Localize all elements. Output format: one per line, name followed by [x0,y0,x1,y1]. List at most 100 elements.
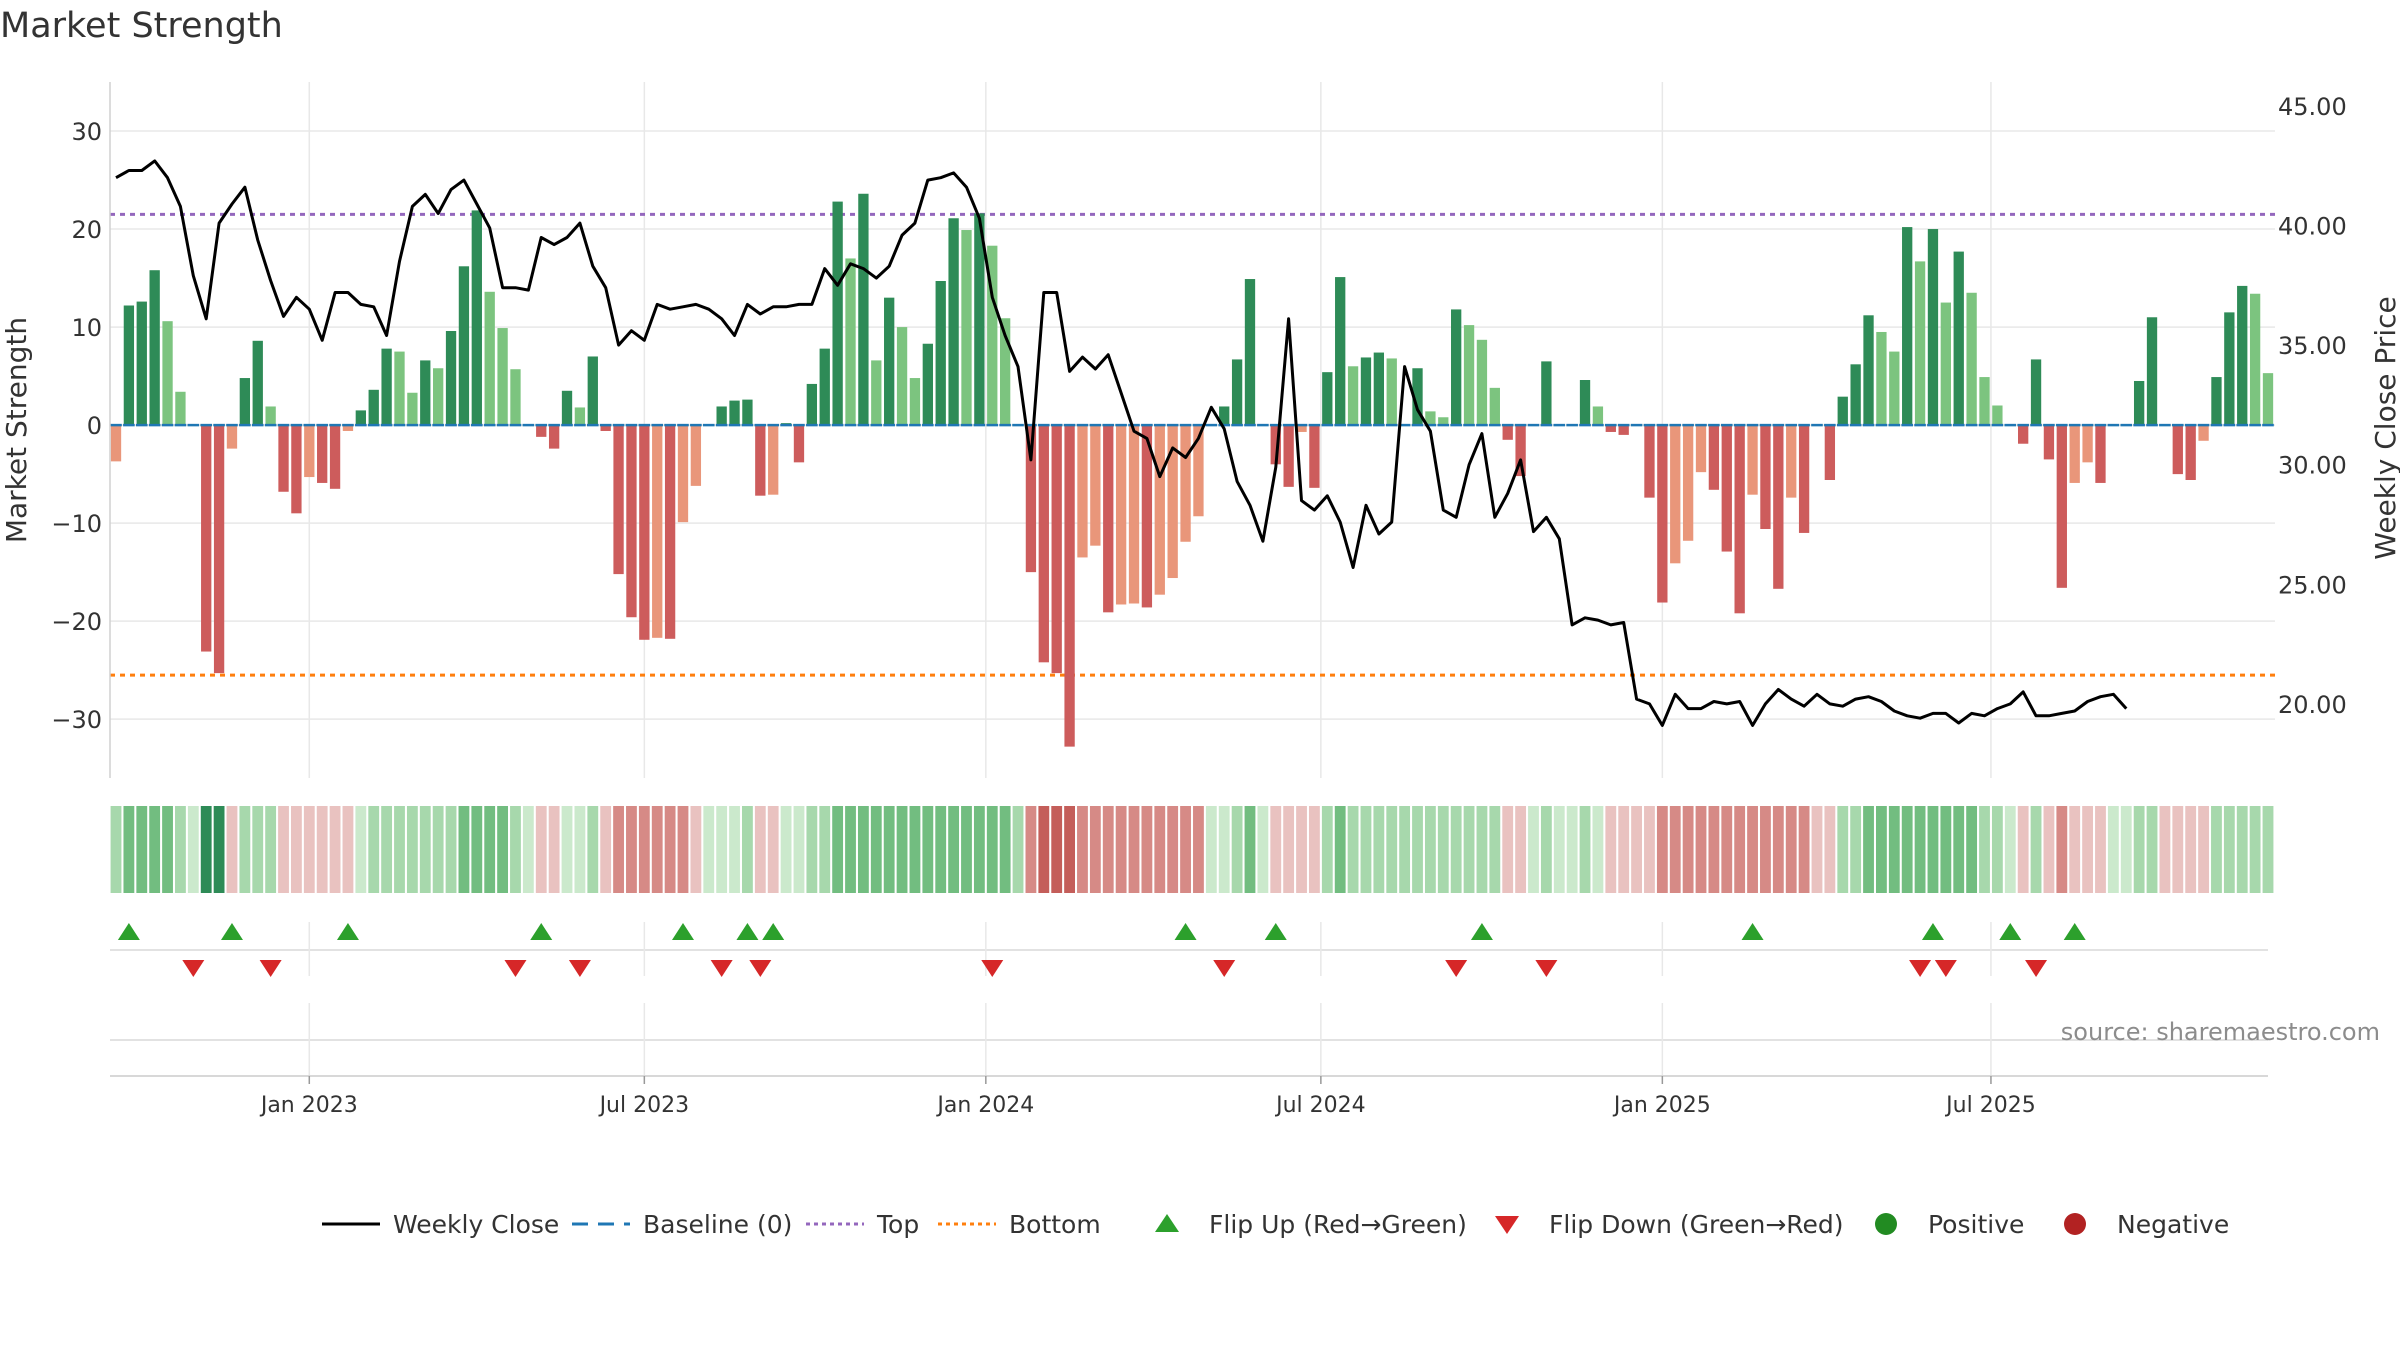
strength-bar [690,425,702,486]
strength-bar [1476,339,1488,426]
strength-bar [716,406,727,426]
legend-item: Weekly Close [322,1210,559,1239]
strength-bar [1077,425,1088,558]
strip-cell [213,806,225,893]
strip-cell [986,806,998,893]
strip-cell [1412,806,1423,893]
flip-up-marker [336,923,359,940]
strip-cell [510,806,521,893]
strip-cell [1540,806,1552,893]
strip-cell [703,806,715,893]
strip-cell [845,806,856,893]
strength-bar [1219,406,1230,426]
strength-bar [561,390,573,426]
flip-down-marker [749,960,772,977]
strip-cell [857,806,869,893]
strength-bar [1167,425,1178,579]
strength-bar [381,348,392,426]
strip-cell [239,806,251,893]
strength-bar [2172,425,2183,475]
strip-cell [1528,806,1539,893]
flip-down-marker [1934,960,1957,977]
strip-cell [1180,806,1191,893]
y2-tick-label: 35.00 [2278,332,2347,360]
strip-cell [1927,806,1939,893]
y2-tick-label: 20.00 [2278,691,2347,719]
strip-cell [1077,806,1088,893]
strip-cell [110,806,122,893]
strength-bar [458,266,470,426]
strip-cell [729,806,740,893]
strip-cell [2133,806,2145,893]
strip-cell [1193,806,1204,893]
strip-cell [2107,806,2119,893]
strength-bar [1347,366,1359,426]
strength-bar [1180,425,1191,542]
strength-bar [1747,425,1758,495]
strip-cell [1605,806,1617,893]
strength-bar [175,391,186,426]
strength-bar [1322,372,1333,426]
flip-up-marker [1999,923,2022,940]
strip-cell [1566,806,1578,893]
flip-down-marker [568,960,591,977]
legend-item: Positive [1875,1210,2024,1239]
strength-bar [1128,425,1140,604]
strength-bar [1850,364,1861,426]
strength-bar [1786,425,1797,498]
strength-bar [961,230,972,426]
strip-cell [1373,806,1385,893]
strip-cell [1064,806,1075,893]
strength-bar [1579,380,1591,426]
strength-bar [2030,359,2042,426]
x-tick-label: Jan 2023 [259,1093,358,1118]
strip-cell [1038,806,1050,893]
strip-cell [278,806,289,893]
strip-cell [1089,806,1101,893]
strip-cell [522,806,534,893]
strip-cell [1695,806,1707,893]
strip-cell [2043,806,2055,893]
y2-axis-label: Weekly Close Price [2369,296,2400,559]
strength-bar [755,425,766,496]
strip-cell [2172,806,2184,893]
strip-cell [1979,806,1990,893]
strength-bar [600,425,611,431]
strip-cell [1785,806,1797,893]
strength-bar [1644,425,1655,498]
y-tick-label: 30 [71,118,102,146]
strength-bar [1773,425,1784,589]
strength-bar [1141,425,1153,608]
strength-bar [1605,425,1616,432]
strip-cell [1296,806,1307,893]
strip-cell [2017,806,2029,893]
strip-cell [1205,806,1217,893]
strength-bar [471,210,482,426]
legend: Weekly Close Baseline (0) Top Bottom Flip Up… [322,1210,2229,1239]
y-tick-label: −30 [51,706,102,734]
strip-cell [1128,806,1140,893]
strength-bar [2211,377,2222,426]
strip-cell [1553,806,1565,893]
strength-bar [1309,425,1320,488]
strength-bar [948,218,959,426]
strip-cell [290,806,302,893]
strip-cell [948,806,960,893]
strip-cell [832,806,844,893]
strength-bar [1412,368,1423,426]
strength-bar [1335,277,1346,426]
strip-cell [497,806,508,893]
strip-cell [1309,806,1320,893]
strength-bar [1463,325,1475,426]
strip-cell [1347,806,1359,893]
strip-cell [2211,806,2222,893]
strip-cell [1424,806,1436,893]
strength-bar [226,425,238,449]
strip-cell [2236,806,2248,893]
strength-bar [871,360,882,426]
flip-up-marker [671,923,694,940]
legend-item: Flip Up (Red→Green) [1155,1210,1467,1239]
strip-cell [162,806,173,893]
legend-item: Flip Down (Green→Red) [1495,1210,1844,1239]
